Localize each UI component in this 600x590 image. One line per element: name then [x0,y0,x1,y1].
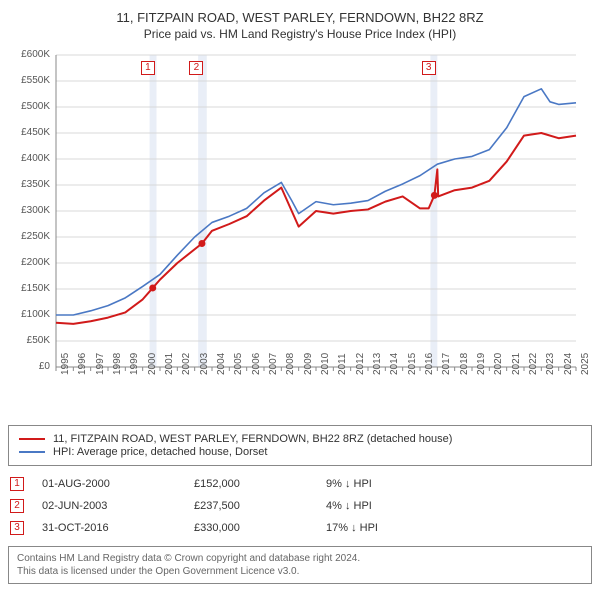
sale-delta: 9% ↓ HPI [326,474,590,494]
chart-subtitle: Price paid vs. HM Land Registry's House … [8,27,592,41]
y-tick-label: £100K [8,309,50,320]
sale-price: £237,500 [194,496,324,516]
sale-index-marker: 2 [10,499,24,513]
legend-swatch [19,438,45,440]
footer-line-1: Contains HM Land Registry data © Crown c… [17,552,583,565]
sale-delta: 4% ↓ HPI [326,496,590,516]
y-tick-label: £150K [8,283,50,294]
sale-price: £152,000 [194,474,324,494]
table-row: 1 01-AUG-2000£152,0009% ↓ HPI [10,474,590,494]
sale-date: 31-OCT-2016 [42,518,192,538]
legend-item: 11, FITZPAIN ROAD, WEST PARLEY, FERNDOWN… [19,433,581,445]
legend-swatch [19,451,45,453]
sale-marker-1: 1 [141,61,155,75]
y-tick-label: £250K [8,231,50,242]
sale-marker-2: 2 [189,61,203,75]
sale-delta: 17% ↓ HPI [326,518,590,538]
y-tick-label: £200K [8,257,50,268]
table-row: 2 02-JUN-2003£237,5004% ↓ HPI [10,496,590,516]
sale-index-marker: 3 [10,521,24,535]
sale-marker-3: 3 [422,61,436,75]
y-tick-label: £350K [8,179,50,190]
legend-label: HPI: Average price, detached house, Dors… [53,446,267,458]
legend-item: HPI: Average price, detached house, Dors… [19,446,581,458]
sale-index-marker: 1 [10,477,24,491]
y-tick-label: £300K [8,205,50,216]
sale-price: £330,000 [194,518,324,538]
footer-line-2: This data is licensed under the Open Gov… [17,565,583,578]
legend-label: 11, FITZPAIN ROAD, WEST PARLEY, FERNDOWN… [53,433,452,445]
y-tick-label: £600K [8,49,50,60]
y-tick-label: £450K [8,127,50,138]
sales-table: 1 01-AUG-2000£152,0009% ↓ HPI 2 02-JUN-2003… [8,472,592,540]
sale-date: 02-JUN-2003 [42,496,192,516]
chart-title: 11, FITZPAIN ROAD, WEST PARLEY, FERNDOWN… [8,10,592,25]
y-tick-label: £400K [8,153,50,164]
legend: 11, FITZPAIN ROAD, WEST PARLEY, FERNDOWN… [8,425,592,466]
y-tick-label: £50K [8,335,50,346]
y-tick-label: £500K [8,101,50,112]
table-row: 3 31-OCT-2016£330,00017% ↓ HPI [10,518,590,538]
x-tick-label: 2025 [580,353,600,375]
y-tick-label: £550K [8,75,50,86]
attribution: Contains HM Land Registry data © Crown c… [8,546,592,584]
price-chart: £0 £50K £100K £150K £200K £250K £300K £350K £400… [8,47,592,417]
y-tick-label: £0 [8,361,50,372]
sale-date: 01-AUG-2000 [42,474,192,494]
